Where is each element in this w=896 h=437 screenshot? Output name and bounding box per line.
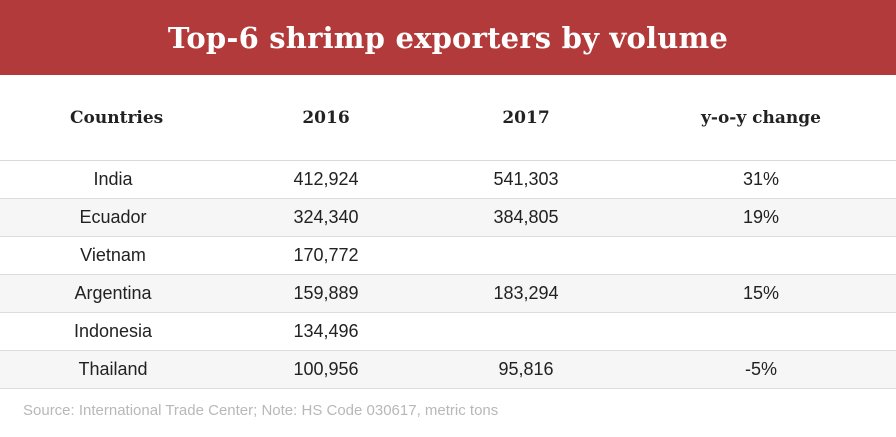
cell-yoy-change: 31% xyxy=(626,160,896,199)
cell-country: Argentina xyxy=(0,274,226,313)
cell-2017 xyxy=(426,236,626,275)
cell-yoy-change: 15% xyxy=(626,274,896,313)
table-row: India 412,924 541,303 31% xyxy=(0,160,896,199)
cell-2016: 159,889 xyxy=(226,274,426,313)
cell-country: India xyxy=(0,160,226,199)
cell-2017: 384,805 xyxy=(426,198,626,237)
title-banner: Top-6 shrimp exporters by volume xyxy=(0,0,896,75)
cell-2016: 134,496 xyxy=(226,312,426,351)
cell-2017: 183,294 xyxy=(426,274,626,313)
table-row: Argentina 159,889 183,294 15% xyxy=(0,274,896,313)
cell-yoy-change xyxy=(626,312,896,351)
header-2016: 2016 xyxy=(226,75,426,161)
table-header: Countries 2016 2017 y-o-y change xyxy=(0,75,896,161)
table-row: Vietnam 170,772 xyxy=(0,236,896,275)
cell-yoy-change xyxy=(626,236,896,275)
header-yoy-change: y-o-y change xyxy=(626,75,896,161)
header-2017: 2017 xyxy=(426,75,626,161)
cell-2016: 324,340 xyxy=(226,198,426,237)
cell-country: Ecuador xyxy=(0,198,226,237)
cell-2017: 541,303 xyxy=(426,160,626,199)
data-table: Countries 2016 2017 y-o-y change India 41… xyxy=(0,75,896,389)
cell-2017 xyxy=(426,312,626,351)
cell-country: Thailand xyxy=(0,350,226,389)
cell-country: Indonesia xyxy=(0,312,226,351)
cell-yoy-change: 19% xyxy=(626,198,896,237)
chart-title: Top-6 shrimp exporters by volume xyxy=(167,20,729,55)
cell-2016: 412,924 xyxy=(226,160,426,199)
cell-country: Vietnam xyxy=(0,236,226,275)
cell-2016: 100,956 xyxy=(226,350,426,389)
cell-2017: 95,816 xyxy=(426,350,626,389)
table-row: Ecuador 324,340 384,805 19% xyxy=(0,198,896,237)
cell-2016: 170,772 xyxy=(226,236,426,275)
table-body: India 412,924 541,303 31% Ecuador 324,340 384,… xyxy=(0,160,896,389)
cell-yoy-change: -5% xyxy=(626,350,896,389)
header-countries: Countries xyxy=(0,75,226,161)
header-row: Countries 2016 2017 y-o-y change xyxy=(0,75,896,161)
table-row: Thailand 100,956 95,816 -5% xyxy=(0,350,896,389)
source-note: Source: International Trade Center; Note… xyxy=(23,402,499,419)
table-row: Indonesia 134,496 xyxy=(0,312,896,351)
